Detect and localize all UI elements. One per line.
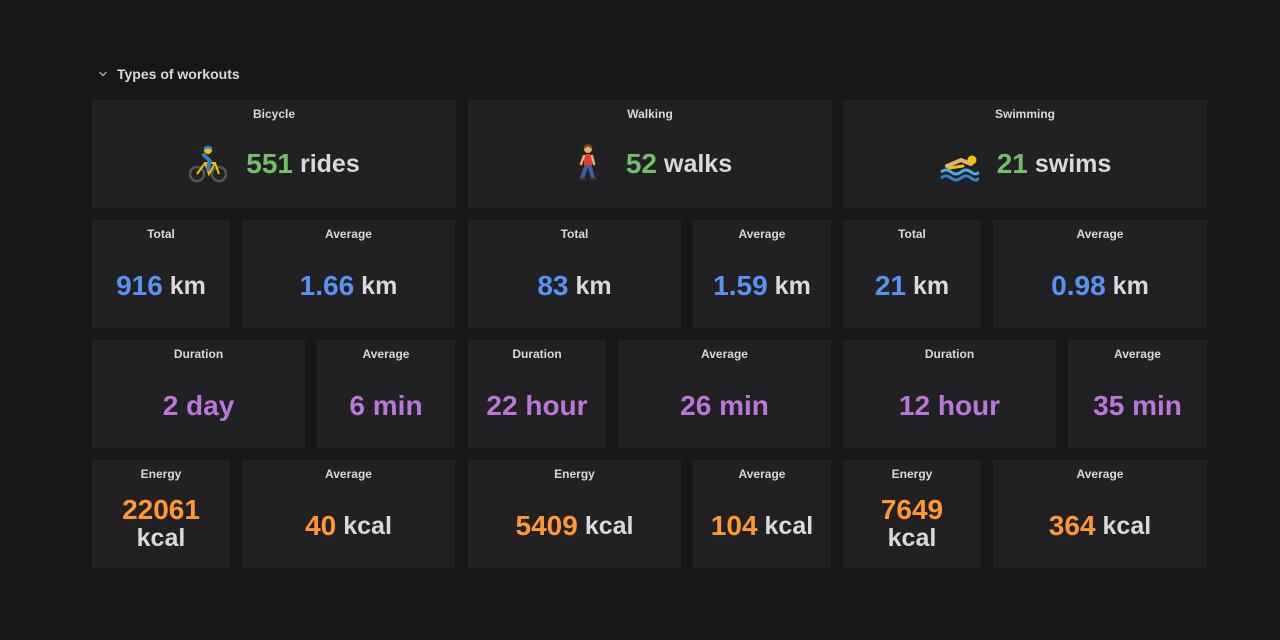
walk-count: 52 xyxy=(625,148,658,179)
panel-swimming-average-distance[interactable]: Average 0.98 km xyxy=(993,220,1207,328)
panel-bicycle-average-energy[interactable]: Average 40 kcal xyxy=(242,460,455,568)
energy-unit: kcal xyxy=(887,524,937,552)
panel-title: Duration xyxy=(924,347,975,361)
panel-title: Average xyxy=(1076,467,1124,481)
panel-swimming-swims[interactable]: Swimming 21 swims xyxy=(843,100,1207,208)
panel-walking-total-distance[interactable]: Total 83 km xyxy=(468,220,681,328)
average-energy-unit: kcal xyxy=(1102,511,1152,540)
row-title: Types of workouts xyxy=(117,66,240,82)
panel-title: Duration xyxy=(173,347,224,361)
total-distance-value: 916 xyxy=(116,270,163,301)
average-duration-value: 6 min xyxy=(349,390,423,421)
walk-unit: walks xyxy=(664,149,733,178)
panel-title: Average xyxy=(362,347,410,361)
ride-count: 551 xyxy=(246,148,293,179)
total-distance-value: 21 xyxy=(874,270,906,301)
panel-bicycle-total-distance[interactable]: Total 916 km xyxy=(92,220,230,328)
panel-title: Average xyxy=(325,467,372,481)
panel-title: Average xyxy=(1076,227,1124,241)
panel-walking-duration[interactable]: Duration 22 hour xyxy=(468,340,606,448)
energy-unit: kcal xyxy=(584,511,634,540)
panel-swimming-total-distance[interactable]: Total 21 km xyxy=(843,220,981,328)
panel-title: Average xyxy=(738,227,786,241)
average-distance-unit: km xyxy=(361,271,398,300)
panel-title: Bicycle xyxy=(252,107,296,121)
panel-title: Total xyxy=(147,227,175,241)
panel-walking-average-distance[interactable]: Average 1.59 km xyxy=(693,220,831,328)
swim-count: 21 xyxy=(996,148,1028,179)
average-energy-value: 40 xyxy=(305,510,337,541)
panel-bicycle-rides[interactable]: Bicycle 551 rides xyxy=(92,100,456,208)
total-distance-unit: km xyxy=(169,271,206,300)
panel-swimming-duration[interactable]: Duration 12 hour xyxy=(843,340,1056,448)
average-duration-value: 35 min xyxy=(1093,390,1182,421)
duration-value: 2 day xyxy=(162,390,235,421)
ride-unit: rides xyxy=(299,149,360,178)
panel-title: Average xyxy=(738,467,786,481)
panel-swimming-energy[interactable]: Energy 7649 kcal xyxy=(843,460,981,568)
average-distance-unit: km xyxy=(1112,271,1149,300)
panel-bicycle-duration[interactable]: Duration 2 day xyxy=(92,340,305,448)
average-energy-unit: kcal xyxy=(343,511,392,540)
energy-unit: kcal xyxy=(136,524,186,552)
panel-walking-average-energy[interactable]: Average 104 kcal xyxy=(693,460,831,568)
average-distance-value: 1.59 xyxy=(713,270,768,301)
average-energy-unit: kcal xyxy=(764,511,814,540)
average-distance-value: 1.66 xyxy=(299,270,355,301)
average-distance-value: 0.98 xyxy=(1051,270,1106,301)
total-distance-unit: km xyxy=(575,271,612,300)
panel-title: Energy xyxy=(891,467,933,481)
average-distance-unit: km xyxy=(774,271,811,300)
panel-title: Total xyxy=(898,227,926,241)
total-distance-unit: km xyxy=(913,271,950,300)
average-duration-value: 26 min xyxy=(680,390,769,421)
panel-title: Duration xyxy=(512,347,562,361)
panel-title: Energy xyxy=(554,467,595,481)
panel-walking-average-duration[interactable]: Average 26 min xyxy=(618,340,831,448)
panel-title: Walking xyxy=(627,107,673,121)
panel-bicycle-average-distance[interactable]: Average 1.66 km xyxy=(242,220,455,328)
panel-title: Average xyxy=(701,347,748,361)
panel-title: Energy xyxy=(140,467,182,481)
energy-value: 5409 xyxy=(515,510,578,541)
energy-value: 22061 xyxy=(122,494,200,525)
duration-value: 12 hour xyxy=(898,390,1001,421)
row-header-types-of-workouts[interactable]: Types of workouts xyxy=(96,64,240,84)
total-distance-value: 83 xyxy=(537,270,569,301)
panel-swimming-average-energy[interactable]: Average 364 kcal xyxy=(993,460,1207,568)
panel-walking-energy[interactable]: Energy 5409 kcal xyxy=(468,460,681,568)
duration-value: 22 hour xyxy=(486,390,588,421)
panel-title: Total xyxy=(560,227,589,241)
cyclist-icon xyxy=(188,144,228,184)
panel-title: Average xyxy=(1114,347,1161,361)
energy-value: 7649 xyxy=(880,494,944,525)
panel-walking-walks[interactable]: Walking 52 walks xyxy=(468,100,832,208)
chevron-down-icon[interactable] xyxy=(96,67,110,81)
average-energy-value: 104 xyxy=(710,510,758,541)
average-energy-value: 364 xyxy=(1048,510,1096,541)
panel-title: Swimming xyxy=(994,107,1055,121)
swimmer-icon xyxy=(939,144,979,184)
swim-unit: swims xyxy=(1034,149,1112,178)
panel-swimming-average-duration[interactable]: Average 35 min xyxy=(1068,340,1207,448)
panel-title: Average xyxy=(325,227,372,241)
walker-icon xyxy=(568,144,608,184)
panel-bicycle-energy[interactable]: Energy 22061 kcal xyxy=(92,460,230,568)
panel-bicycle-average-duration[interactable]: Average 6 min xyxy=(317,340,455,448)
